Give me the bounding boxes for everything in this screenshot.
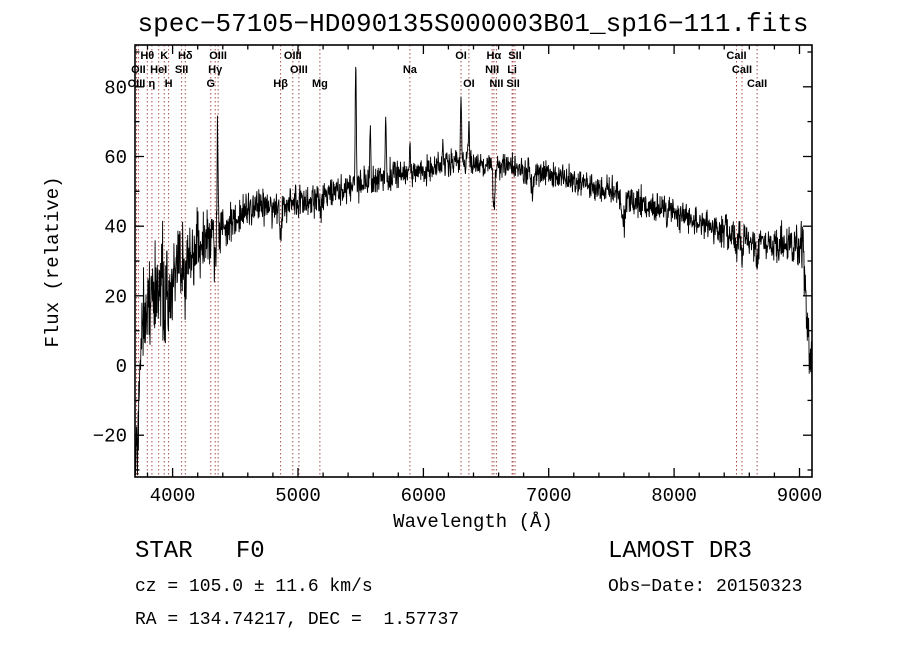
- spectral-line-label: G: [207, 78, 216, 90]
- x-tick-label: 9000: [777, 485, 823, 507]
- y-tick-label: 0: [116, 356, 127, 378]
- spectral-line-label: SII: [506, 78, 519, 90]
- y-tick-label: −20: [93, 426, 127, 448]
- axis-ticks: [135, 45, 812, 477]
- ra-dec-text: RA = 134.74217, DEC = 1.57737: [135, 610, 459, 630]
- spectral-line-label: NII: [489, 78, 503, 90]
- spectral-line-label: CaII: [732, 64, 752, 76]
- spectral-line-label: K: [160, 50, 168, 62]
- spectral-line-label: CaII: [726, 50, 746, 62]
- x-tick-label: 8000: [651, 485, 697, 507]
- spectral-line-label: Li: [507, 64, 517, 76]
- y-axis-label: Flux (relative): [42, 176, 64, 347]
- spectral-line-label: SII: [175, 64, 188, 76]
- spectral-line-label: OIII: [284, 50, 302, 62]
- spectral-line-label: OI: [455, 50, 467, 62]
- spectral-line-label: Hδ: [178, 50, 193, 62]
- plot-title: spec−57105−HD090135S000003B01_sp16−111.f…: [138, 9, 809, 39]
- spectral-line-label: OII: [131, 64, 146, 76]
- spectral-line-label: Hβ: [273, 78, 288, 90]
- x-tick-label: 6000: [401, 485, 447, 507]
- spectral-line-label: NII: [485, 64, 499, 76]
- spectral-line-label: CaII: [747, 78, 767, 90]
- spectral-line-label: SII: [508, 50, 521, 62]
- spectral-line-label: η: [149, 78, 156, 90]
- classification-text: STAR F0: [135, 538, 265, 565]
- x-tick-label: 7000: [526, 485, 572, 507]
- spectral-line-label: HeI: [150, 64, 167, 76]
- spectral-line-label: Mg: [312, 78, 328, 90]
- spectral-line-label: Hγ: [208, 64, 223, 76]
- spectral-line-label: OIII: [209, 50, 227, 62]
- axis-tick-labels: 4000 5000 6000 7000 8000 9000 −20 0 20 40 60 80: [93, 77, 823, 507]
- spectral-line-label: OIII: [128, 78, 146, 90]
- spectral-line-markers: [136, 45, 758, 477]
- survey-text: LAMOST DR3: [608, 538, 752, 565]
- spectral-line-label: OIII: [290, 64, 308, 76]
- obs-date-text: Obs−Date: 20150323: [608, 577, 802, 597]
- y-tick-label: 20: [104, 286, 127, 308]
- x-axis-label: Wavelength (Å): [393, 511, 553, 533]
- spectral-line-label: Hα: [487, 50, 502, 62]
- y-tick-label: 40: [104, 217, 127, 239]
- spectral-line-label: Na: [403, 64, 418, 76]
- spectral-line-label: Hθ: [140, 50, 154, 62]
- spectral-line-label: OI: [463, 78, 475, 90]
- spectrum-trace: [134, 66, 813, 476]
- cz-text: cz = 105.0 ± 11.6 km/s: [135, 577, 373, 597]
- spectral-line-label: H: [165, 78, 173, 90]
- x-tick-label: 5000: [275, 485, 321, 507]
- x-tick-label: 4000: [150, 485, 196, 507]
- plot-frame: [134, 44, 813, 478]
- y-tick-label: 80: [104, 77, 127, 99]
- y-tick-label: 60: [104, 147, 127, 169]
- spectral-line-labels: Hθ K Hδ OIII OIII OI Hα SII CaII OII HeI SII Hγ OIII N…: [128, 50, 768, 90]
